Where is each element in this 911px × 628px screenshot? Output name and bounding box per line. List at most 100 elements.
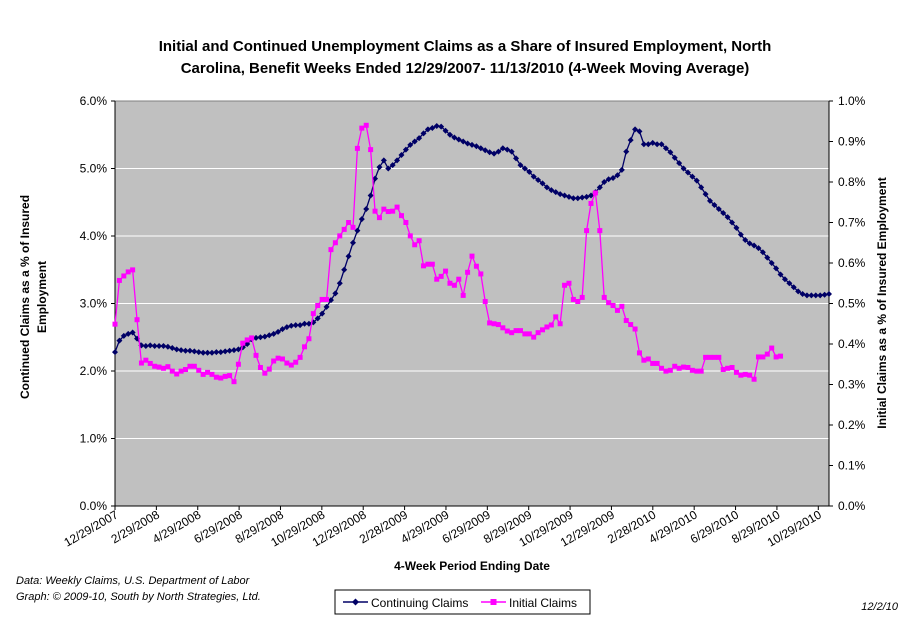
data-point bbox=[324, 296, 330, 302]
data-point bbox=[592, 190, 598, 196]
data-point bbox=[491, 150, 498, 157]
data-point bbox=[434, 276, 440, 282]
x-axis-ticks: 12/29/20072/29/20084/29/20086/29/20088/2… bbox=[61, 505, 829, 550]
data-point bbox=[125, 269, 131, 275]
data-point bbox=[768, 260, 775, 266]
series-1 bbox=[112, 122, 784, 385]
right-tick-label: 0.6% bbox=[838, 256, 866, 270]
data-point bbox=[684, 169, 691, 176]
data-point bbox=[698, 368, 704, 374]
data-point bbox=[499, 145, 506, 152]
left-tick-label: 0.0% bbox=[80, 499, 108, 513]
data-point bbox=[213, 374, 219, 380]
data-point bbox=[381, 206, 387, 212]
data-point bbox=[570, 195, 577, 202]
data-point bbox=[305, 320, 312, 327]
data-point bbox=[614, 172, 621, 179]
data-point bbox=[368, 147, 374, 153]
legend: Continuing Claims Initial Claims bbox=[334, 589, 591, 615]
data-point bbox=[200, 371, 206, 377]
data-point bbox=[671, 154, 678, 161]
data-point bbox=[658, 141, 665, 148]
right-tick-label: 1.0% bbox=[838, 94, 866, 108]
data-point bbox=[667, 149, 674, 156]
data-point bbox=[433, 122, 440, 129]
data-point bbox=[619, 303, 625, 309]
data-point bbox=[623, 148, 630, 155]
data-point bbox=[513, 328, 519, 334]
data-point bbox=[412, 242, 418, 248]
data-point bbox=[143, 357, 149, 363]
data-point bbox=[425, 261, 431, 267]
legend-initial-label: Initial Claims bbox=[509, 596, 577, 610]
data-point bbox=[786, 280, 793, 287]
data-point bbox=[672, 363, 678, 369]
data-point bbox=[676, 160, 683, 167]
data-point bbox=[341, 266, 348, 273]
data-point bbox=[235, 346, 242, 353]
data-point bbox=[698, 184, 705, 191]
data-point bbox=[244, 341, 251, 347]
data-point bbox=[570, 296, 576, 302]
data-point bbox=[588, 192, 594, 199]
data-point bbox=[777, 271, 784, 278]
data-point bbox=[521, 165, 528, 172]
source-note: Data: Weekly Claims, U.S. Department of … bbox=[16, 575, 251, 587]
legend-continuing-marker bbox=[352, 598, 359, 606]
data-point bbox=[186, 347, 193, 354]
data-point bbox=[389, 162, 396, 169]
data-point bbox=[751, 242, 758, 249]
data-point bbox=[557, 191, 564, 198]
data-point bbox=[662, 145, 669, 152]
data-point bbox=[588, 200, 594, 206]
data-point bbox=[597, 228, 603, 234]
left-tick-label: 5.0% bbox=[80, 162, 108, 176]
data-point bbox=[416, 135, 423, 142]
data-point bbox=[306, 336, 312, 342]
data-point bbox=[337, 233, 343, 239]
data-point bbox=[526, 331, 532, 337]
data-point bbox=[610, 303, 616, 309]
right-tick-label: 0.9% bbox=[838, 135, 866, 149]
data-point bbox=[689, 367, 695, 373]
data-point bbox=[359, 125, 365, 131]
data-point bbox=[253, 334, 260, 341]
data-point bbox=[217, 349, 224, 356]
data-point bbox=[667, 367, 673, 373]
data-point bbox=[495, 322, 501, 328]
data-point bbox=[531, 334, 537, 340]
data-point bbox=[715, 206, 722, 212]
data-point bbox=[477, 145, 484, 152]
data-point bbox=[323, 303, 330, 310]
data-point bbox=[544, 324, 550, 330]
left-tick-label: 6.0% bbox=[80, 94, 108, 108]
data-point bbox=[500, 325, 506, 331]
data-point bbox=[385, 165, 392, 172]
data-point bbox=[358, 216, 365, 223]
data-point bbox=[636, 128, 643, 135]
data-point bbox=[632, 326, 638, 332]
data-point bbox=[341, 226, 347, 232]
data-point bbox=[755, 245, 762, 252]
data-point bbox=[711, 354, 717, 360]
data-point bbox=[336, 280, 343, 287]
data-point bbox=[328, 247, 334, 253]
data-point bbox=[636, 350, 642, 356]
data-point bbox=[151, 343, 158, 350]
data-point bbox=[315, 303, 321, 309]
data-point bbox=[781, 276, 788, 283]
data-point bbox=[522, 331, 528, 337]
data-point bbox=[478, 271, 484, 277]
data-point bbox=[614, 307, 620, 313]
data-point bbox=[746, 240, 753, 247]
data-point bbox=[205, 369, 211, 375]
data-point bbox=[178, 347, 185, 354]
data-point bbox=[332, 290, 339, 297]
data-point bbox=[275, 328, 282, 335]
data-point bbox=[799, 291, 806, 298]
data-point bbox=[438, 273, 444, 279]
data-point bbox=[191, 348, 198, 355]
data-point bbox=[552, 189, 559, 196]
data-point bbox=[491, 321, 497, 327]
data-point bbox=[641, 357, 647, 363]
